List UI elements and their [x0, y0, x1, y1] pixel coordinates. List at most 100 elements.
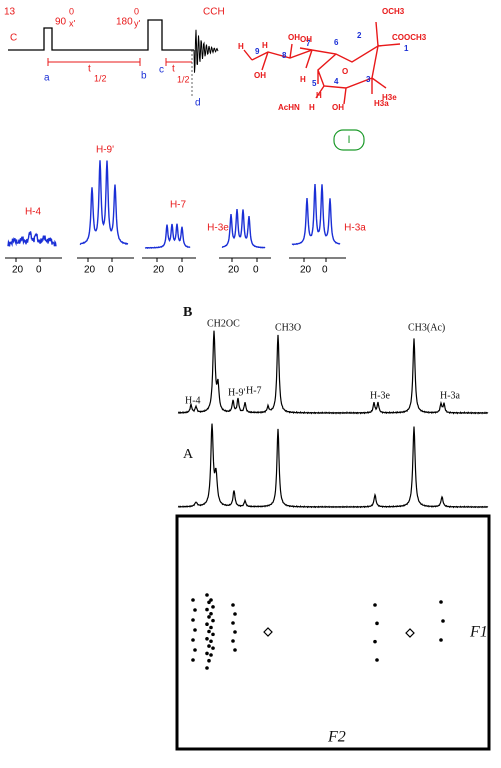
cross-peak	[205, 607, 209, 612]
pulse-angle: 180	[116, 17, 133, 28]
detection: CCH	[203, 7, 225, 18]
cross-peak	[211, 618, 215, 623]
nucleus: C	[10, 33, 17, 44]
cross-peak	[207, 644, 211, 648]
pulse-degree: 0	[69, 6, 74, 16]
time-point: d	[195, 98, 201, 109]
peak-label: CH3(Ac)	[408, 322, 445, 333]
atom-label: 6	[334, 38, 339, 47]
cross-peak	[191, 658, 195, 662]
cross-peak	[209, 611, 213, 616]
atom-label: 9	[255, 47, 260, 56]
atom-label: OH	[288, 33, 300, 42]
peak-label: H-3e	[370, 390, 391, 401]
spectrum-a	[177, 423, 489, 509]
multiplet-label: H-7	[170, 200, 187, 211]
pulse-sequence	[8, 19, 194, 51]
cross-peak	[231, 621, 235, 625]
axis-label: 0	[36, 265, 42, 276]
multiplet-trace	[79, 160, 129, 246]
atom-label: 7	[306, 39, 311, 48]
pulse-phase: x'	[69, 18, 76, 28]
molecule-bonds	[243, 21, 401, 105]
multiplet-trace	[144, 223, 191, 249]
cross-peak	[207, 629, 211, 634]
atom-label: H	[238, 42, 244, 51]
atom-label: AcHN	[278, 103, 300, 112]
cross-peak	[205, 637, 209, 641]
atom-label: O	[342, 67, 348, 76]
cross-peak	[211, 605, 215, 609]
time-point: c	[159, 65, 164, 76]
time-point: b	[141, 71, 147, 82]
axis-label: 0	[178, 265, 184, 276]
multiplet-trace	[7, 231, 57, 248]
atom-label: OH	[332, 103, 344, 112]
cross-peak	[191, 618, 195, 622]
time-point: a	[44, 73, 50, 84]
spectrum-label: B	[183, 305, 192, 320]
axis-label: 20	[84, 265, 96, 276]
cross-peak	[233, 648, 237, 652]
cross-peak	[191, 598, 195, 602]
cross-peak	[375, 658, 379, 662]
cross-peak	[211, 646, 215, 650]
peak-label: H-4	[185, 395, 201, 406]
axis-label: 20	[228, 265, 240, 276]
spectrum-label: A	[183, 447, 194, 462]
delay-symbol: t	[172, 64, 175, 75]
atom-label: COOCH3	[392, 33, 427, 42]
cross-peak	[193, 628, 197, 632]
delay-sub: 1/2	[94, 73, 107, 83]
atom-label: H3e	[382, 93, 397, 102]
cross-peak	[211, 632, 215, 637]
fid	[193, 29, 219, 73]
spectrum-b	[177, 330, 489, 415]
atom-label: H	[309, 103, 315, 112]
cross-peak	[207, 615, 211, 619]
peak-label: CH3O	[275, 322, 301, 333]
delay-lines	[47, 58, 192, 66]
nucleus-mass: 13	[4, 7, 16, 18]
cross-peak	[205, 666, 209, 670]
atom-label: OH	[300, 35, 312, 44]
cross-peak	[191, 638, 195, 642]
pulse-degree: 0	[134, 6, 139, 16]
atom-label: 2	[357, 31, 362, 40]
diagonal-peak	[263, 627, 273, 637]
atom-label: OH	[254, 71, 266, 80]
cross-peak	[207, 658, 211, 663]
multiplet-trace	[291, 183, 341, 246]
cross-peak	[233, 630, 237, 634]
pulse-angle: 90	[55, 17, 67, 28]
axis-label: 0	[253, 265, 259, 276]
atom-label: 3	[366, 75, 371, 84]
cross-peak	[233, 612, 237, 616]
atom-label: H	[262, 41, 268, 50]
cross-peak	[209, 653, 213, 657]
multiplet-trace	[221, 209, 266, 249]
cross-peak	[193, 608, 197, 612]
cross-peak	[205, 593, 209, 597]
axis-label: 20	[12, 265, 24, 276]
cross-peak	[209, 625, 213, 630]
multiplet-label: H-4	[25, 207, 42, 218]
axis-label: 0	[322, 265, 328, 276]
multiplets: H-4 20 0 H-9' 20 0 H-7 20 0 H-3e 20 0 H-3a 20 0	[5, 145, 366, 276]
cross-peak	[205, 651, 209, 656]
peak-label: H-3a	[440, 390, 461, 401]
cross-peak	[193, 648, 197, 652]
cross-peak	[231, 639, 235, 643]
f2-label: F2	[327, 729, 346, 746]
multiplet-label: H-3a	[344, 223, 366, 234]
atom-label: H	[300, 75, 306, 84]
cross-peaks	[191, 593, 445, 670]
compound-label: I	[347, 134, 350, 146]
atom-label: 5	[312, 79, 317, 88]
atom-label: 4	[334, 77, 339, 86]
atom-label: H3a	[374, 99, 389, 108]
cross-peak	[373, 639, 377, 644]
diagonal-peak	[405, 628, 415, 638]
